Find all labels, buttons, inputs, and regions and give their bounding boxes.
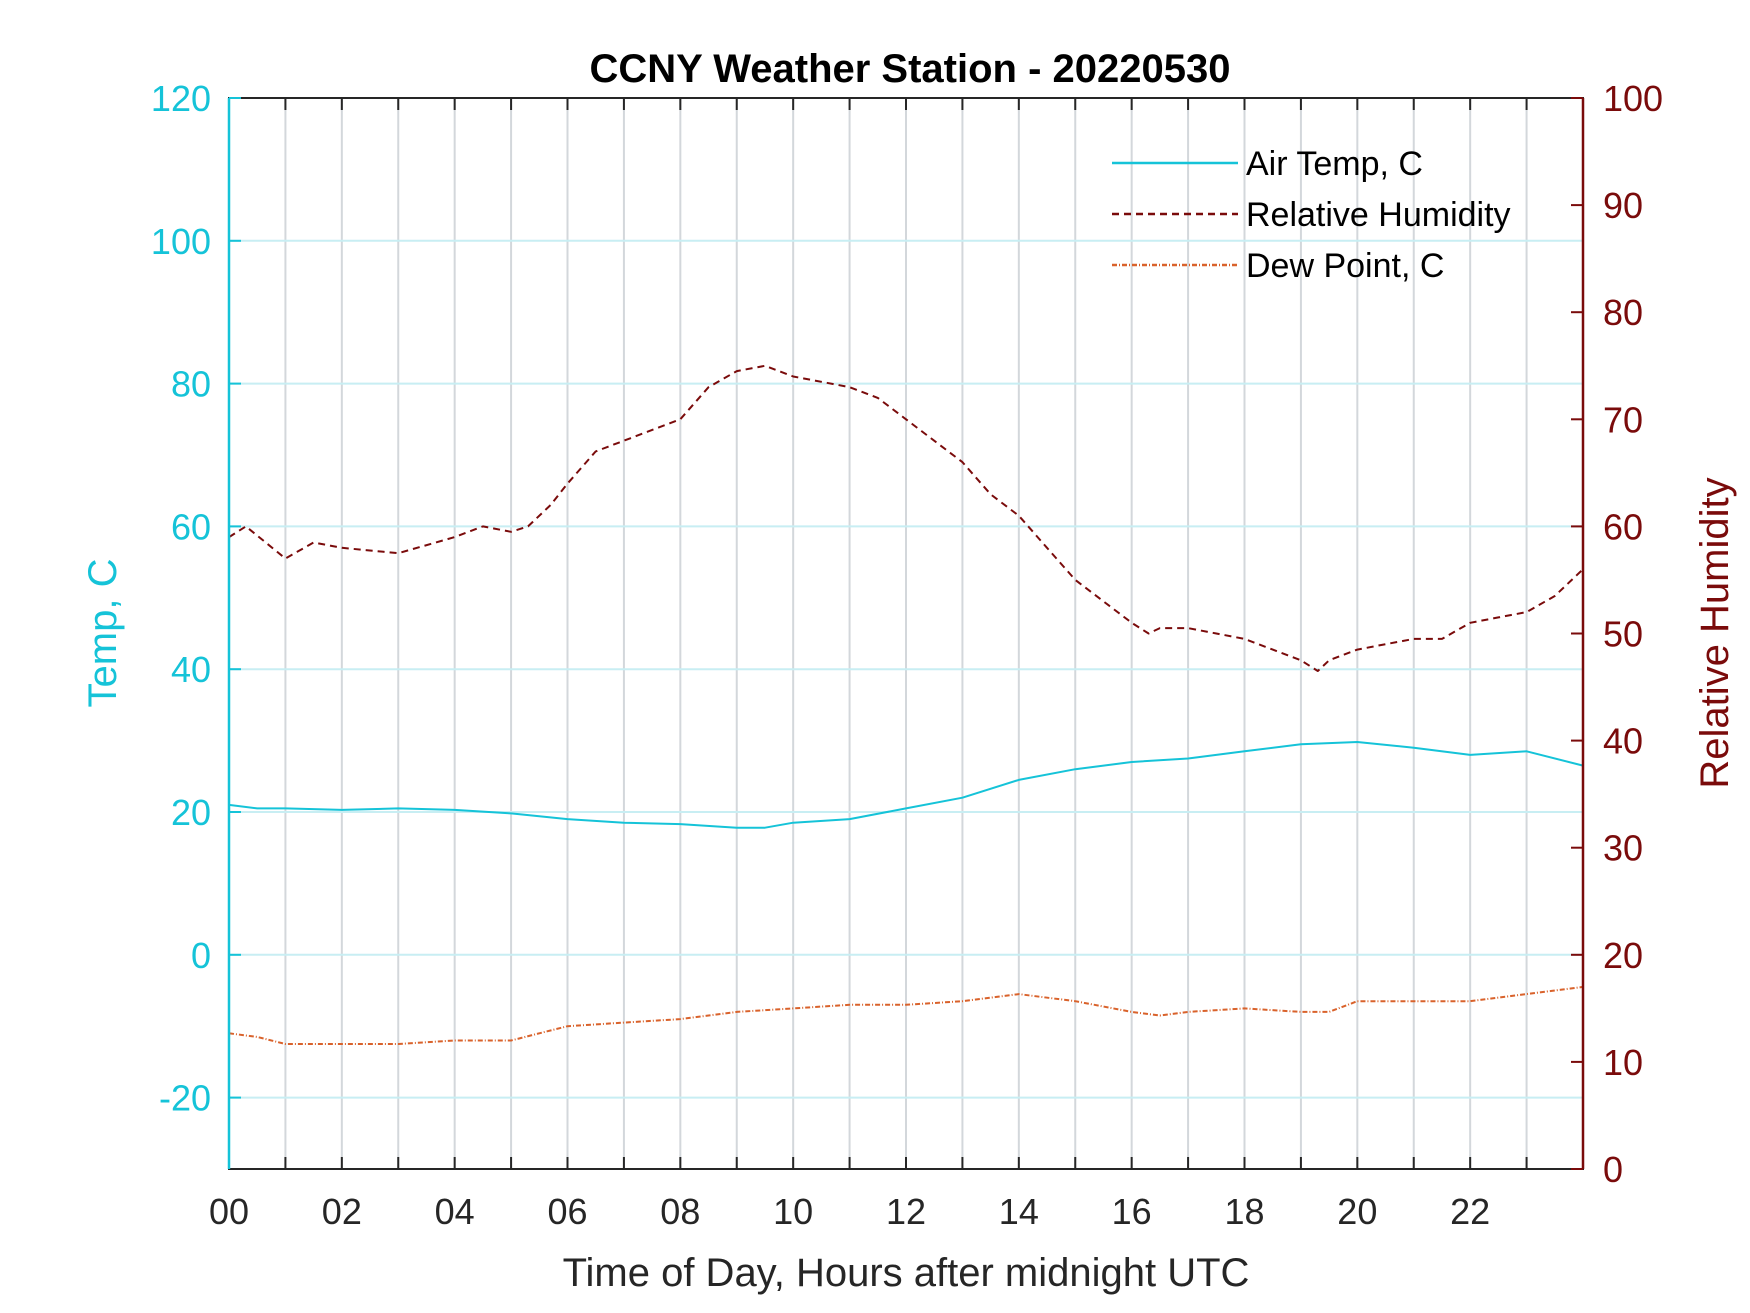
legend-entry-label: Dew Point, C	[1246, 247, 1444, 285]
x-tick-label: 18	[1224, 1191, 1264, 1232]
x-axis-label: Time of Day, Hours after midnight UTC	[563, 1251, 1250, 1295]
y-left-tick-label: 20	[171, 792, 211, 833]
y-right-tick-label: 50	[1603, 614, 1643, 655]
y-right-tick-label: 90	[1603, 185, 1643, 226]
series-line	[228, 364, 1584, 672]
legend-entry-label: Air Temp, C	[1246, 145, 1423, 183]
legend: Air Temp, C Relative Humidity Dew Point, C	[1112, 145, 1511, 285]
chart-title: CCNY Weather Station - 20220530	[590, 47, 1231, 91]
y-axis-right-label: Relative Humidity	[1693, 477, 1737, 788]
x-tick-label: 02	[322, 1191, 362, 1232]
y-axis-left-label: Temp, C	[81, 559, 125, 708]
y-right-tick-label: 80	[1603, 292, 1643, 333]
y-right-tick-label: 20	[1603, 935, 1643, 976]
y-left-tick-label: -20	[159, 1078, 211, 1119]
y-left-tick-label: 120	[151, 78, 211, 119]
x-tick-label: 20	[1337, 1191, 1377, 1232]
x-tick-label: 10	[773, 1191, 813, 1232]
y-left-tick-label: 40	[171, 649, 211, 690]
axis-ticks	[229, 97, 1583, 1170]
x-tick-label: 12	[886, 1191, 926, 1232]
y-left-tick-label: 0	[191, 935, 211, 976]
series-lines	[228, 364, 1584, 1045]
x-tick-label: 00	[209, 1191, 249, 1232]
y-right-tick-label: 30	[1603, 828, 1643, 869]
y-right-tick-label: 70	[1603, 399, 1643, 440]
y-right-tick-label: 0	[1603, 1149, 1623, 1190]
y-right-tick-label: 100	[1603, 78, 1663, 119]
y-right-tick-label: 60	[1603, 506, 1643, 547]
y-left-tick-label: 80	[171, 364, 211, 405]
x-tick-label: 22	[1450, 1191, 1490, 1232]
y-left-tick-label: 60	[171, 506, 211, 547]
grid-lines	[229, 98, 1583, 1169]
x-tick-label: 16	[1112, 1191, 1152, 1232]
x-tick-label: 14	[999, 1191, 1039, 1232]
x-tick-label: 04	[435, 1191, 475, 1232]
x-tick-label: 08	[660, 1191, 700, 1232]
tick-labels: -200204060801001200102030405060708090100…	[151, 78, 1663, 1232]
legend-entry-label: Relative Humidity	[1246, 196, 1511, 234]
x-tick-label: 06	[547, 1191, 587, 1232]
y-right-tick-label: 10	[1603, 1042, 1643, 1083]
y-right-tick-label: 40	[1603, 721, 1643, 762]
series-line	[228, 985, 1584, 1045]
series-line	[228, 741, 1584, 829]
y-left-tick-label: 100	[151, 221, 211, 262]
